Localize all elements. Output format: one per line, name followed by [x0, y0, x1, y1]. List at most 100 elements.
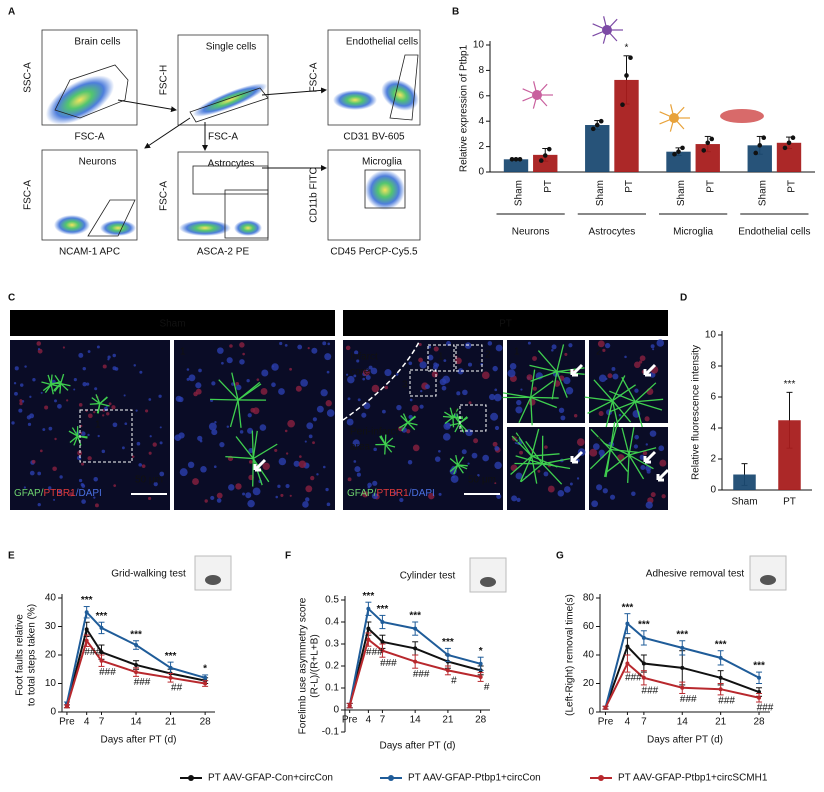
density	[381, 79, 419, 111]
astrocyte-process	[530, 397, 533, 426]
inset-number: 1	[95, 420, 101, 431]
marker	[641, 635, 646, 640]
marker	[84, 638, 89, 643]
data-point	[753, 150, 759, 156]
nucleus	[247, 413, 252, 418]
y-label: FSC-A	[309, 62, 320, 92]
y-tick-label: 8	[478, 65, 484, 76]
astrocyte-process	[628, 454, 645, 480]
nucleus	[409, 398, 413, 402]
nucleus	[94, 387, 98, 391]
nucleus	[19, 401, 23, 406]
gate	[389, 54, 419, 121]
nucleus	[271, 363, 279, 371]
nucleus	[532, 386, 537, 391]
x-label: Days after PT (d)	[380, 741, 456, 752]
bar-label: Sham	[757, 180, 768, 206]
astrocyte-process	[91, 397, 101, 405]
series-line	[604, 644, 760, 709]
nucleus	[650, 344, 655, 349]
significance: #	[451, 675, 457, 686]
astrocyte-process	[628, 454, 654, 470]
y-label: SSC-A	[23, 62, 34, 93]
nucleus	[247, 499, 255, 508]
astrocyte-process	[385, 443, 396, 448]
y-tick-label: 4	[478, 116, 484, 127]
nucleus	[560, 415, 566, 421]
y-label: Forelimb use asymmetry score	[298, 597, 309, 734]
nucleus	[54, 399, 58, 403]
astrocyte-process	[627, 454, 630, 483]
x-label: NCAM-1 APC	[59, 247, 120, 258]
astrocyte-process	[605, 400, 614, 429]
nucleus	[419, 404, 424, 409]
nucleus	[353, 374, 357, 378]
nucleus	[361, 412, 367, 418]
bar	[666, 151, 691, 172]
nucleus	[188, 374, 196, 382]
nucleus	[93, 476, 98, 482]
marker	[99, 650, 104, 655]
astrocyte-process	[457, 464, 464, 474]
nucleus	[411, 404, 419, 412]
nucleus	[242, 492, 246, 496]
x-tick-label: Pre	[59, 717, 75, 728]
nucleus	[78, 478, 83, 483]
nucleus	[259, 424, 267, 431]
nucleus	[308, 434, 313, 439]
nucleus	[649, 430, 657, 437]
nucleus	[174, 434, 182, 442]
nucleus	[112, 422, 118, 428]
astrocyte-process	[237, 399, 242, 428]
nucleus	[289, 494, 292, 497]
y-tick-label: 10	[45, 678, 57, 689]
nucleus	[200, 466, 207, 473]
arrow-marker	[570, 363, 584, 377]
nucleus	[367, 485, 371, 489]
data-point	[701, 148, 707, 153]
nucleus	[612, 373, 619, 380]
arrow-marker	[643, 363, 657, 377]
astrocyte-process	[452, 417, 455, 428]
nucleus	[295, 385, 302, 392]
nucleus	[141, 464, 146, 469]
group-label: Sham	[159, 319, 185, 330]
nucleus	[32, 378, 36, 382]
x-tick-label: 7	[99, 717, 105, 728]
marker	[380, 648, 385, 653]
y-tick-label: 0.2	[325, 661, 339, 672]
significance: ###	[134, 677, 151, 688]
nucleus	[62, 346, 66, 349]
marker	[99, 658, 104, 663]
y-tick-label: 60	[583, 621, 595, 632]
astrocyte-process	[73, 435, 79, 446]
data-point	[624, 73, 629, 78]
nucleus	[452, 475, 455, 479]
nucleus	[507, 369, 516, 378]
astrocyte-process	[606, 454, 630, 473]
nucleus	[108, 402, 112, 406]
nucleus	[494, 482, 497, 485]
series-line	[65, 610, 206, 704]
bar	[533, 154, 558, 172]
scale-label: 50 μm	[468, 475, 496, 486]
y-label: FSC-H	[159, 65, 170, 96]
significance: *	[479, 646, 483, 657]
nucleus	[252, 487, 261, 496]
nucleus	[611, 367, 616, 371]
nucleus	[250, 407, 256, 413]
y-tick-label: 0	[588, 707, 594, 718]
astrocyte-process	[628, 447, 657, 456]
series-line	[348, 637, 481, 706]
y-tick-label: 0.4	[325, 617, 339, 628]
icon-animal	[480, 577, 496, 587]
panel-letter: D	[680, 293, 687, 304]
nucleus	[261, 369, 269, 377]
x-tick-label: 28	[200, 717, 212, 728]
significance: ###	[99, 667, 116, 678]
nucleus	[442, 375, 451, 384]
nucleus	[597, 340, 605, 348]
y-tick-label: 0	[710, 485, 716, 496]
nucleus	[406, 429, 411, 434]
nucleus	[345, 345, 351, 351]
